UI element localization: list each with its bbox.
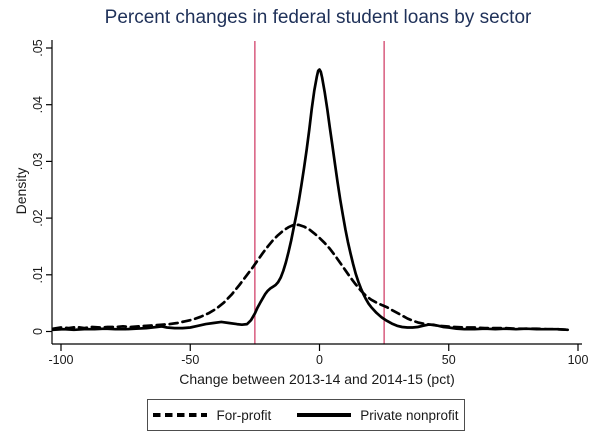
legend-label-private-nonprofit: Private nonprofit (360, 407, 459, 423)
y-tick-label: .02 (31, 209, 45, 226)
chart-title: Percent changes in federal student loans… (104, 7, 532, 28)
x-tick-label: 0 (316, 353, 323, 367)
legend-item-private-nonprofit: Private nonprofit (297, 407, 459, 423)
y-tick-label: .04 (31, 96, 45, 113)
x-tick-label: 100 (568, 353, 589, 367)
y-tick-label: .01 (31, 266, 45, 283)
y-axis-title: Density (13, 167, 29, 215)
curve-for-profit (51, 223, 570, 332)
dashed-line-sample-icon (153, 413, 208, 417)
x-tick-label: -100 (48, 353, 73, 367)
legend-item-for-profit: For-profit (153, 408, 271, 423)
x-tick-label: -50 (181, 353, 199, 367)
y-tick-label: .05 (31, 39, 45, 56)
solid-line-sample-icon (297, 413, 352, 417)
legend: For-profit Private nonprofit (147, 399, 465, 431)
legend-label-for-profit: For-profit (216, 407, 272, 423)
x-axis-title: Change between 2013-14 and 2014-15 (pct) (179, 371, 455, 387)
y-tick-label: .03 (31, 153, 45, 170)
curve-private-nonprofit (51, 68, 570, 332)
y-tick-label: 0 (31, 328, 45, 335)
x-tick-label: 50 (442, 353, 456, 367)
